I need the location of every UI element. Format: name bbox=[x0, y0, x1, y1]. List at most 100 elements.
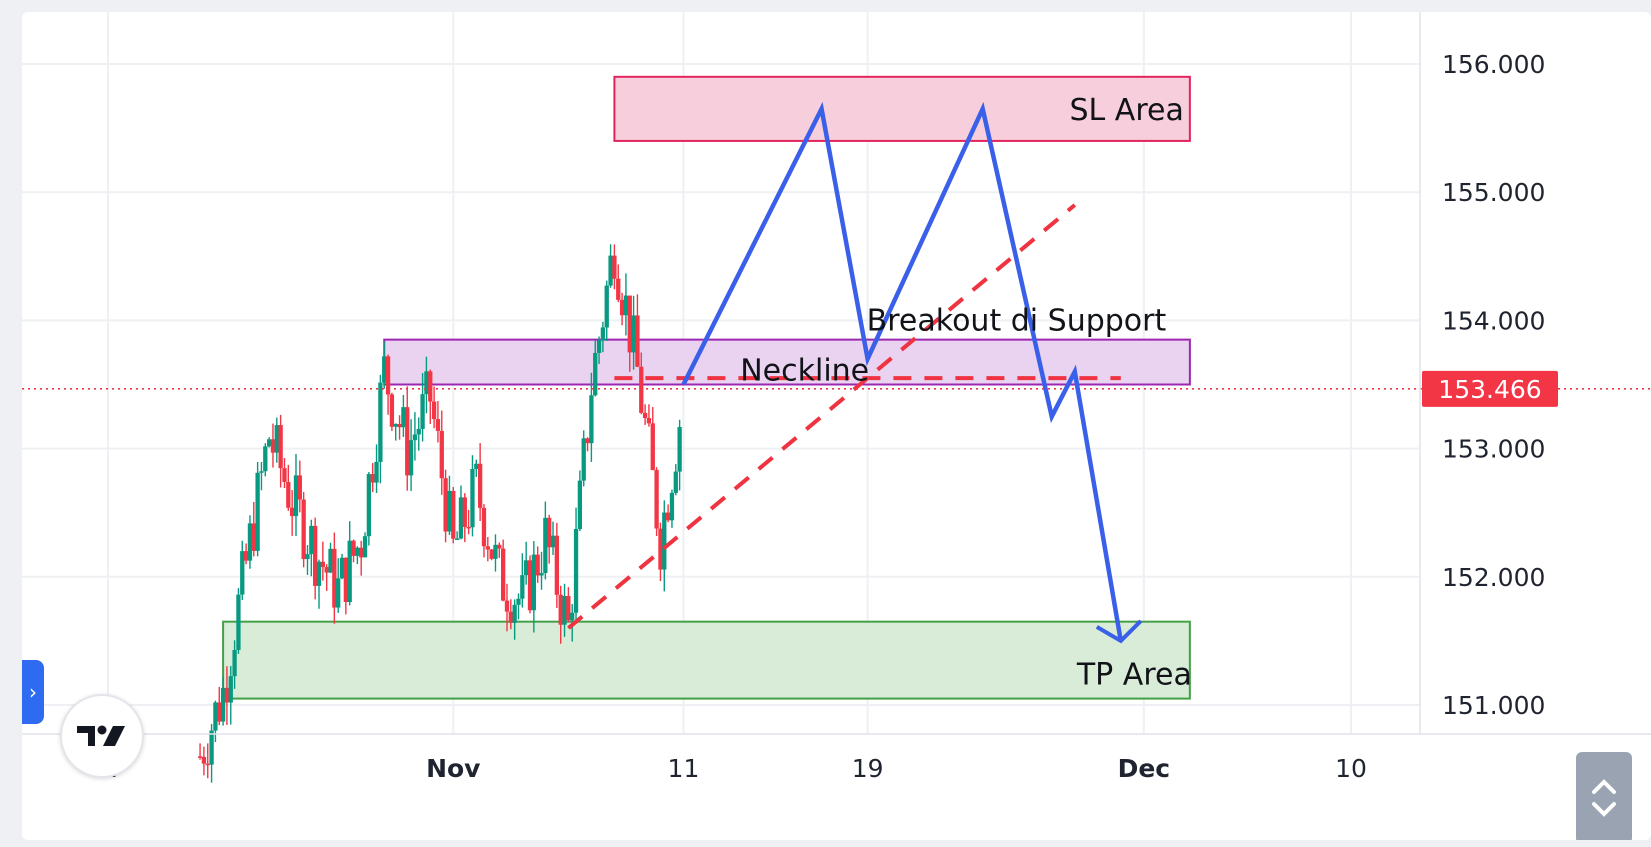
trendlines bbox=[22, 203, 1651, 630]
y-tick-label: 151.000 bbox=[1442, 691, 1545, 720]
y-tick-label: 152.000 bbox=[1442, 563, 1545, 592]
candle-body bbox=[451, 490, 456, 539]
candle-body bbox=[366, 474, 372, 537]
candle-body bbox=[197, 756, 203, 758]
candle-body bbox=[439, 430, 444, 479]
candle-body bbox=[547, 517, 552, 548]
chevron-right-icon: › bbox=[29, 680, 37, 704]
candle-body bbox=[554, 535, 560, 595]
candle-body bbox=[251, 523, 256, 551]
candle-body bbox=[443, 478, 448, 532]
candle-body bbox=[339, 557, 345, 579]
tradingview-logo-icon bbox=[77, 725, 125, 746]
tp-zone bbox=[222, 620, 1191, 700]
candle-body bbox=[481, 507, 487, 547]
last-price-label: 153.466 bbox=[1438, 375, 1541, 404]
candle-body bbox=[205, 763, 210, 766]
candle-body bbox=[635, 315, 640, 367]
candle-body bbox=[289, 507, 295, 517]
candle-body bbox=[228, 676, 233, 703]
candle-body bbox=[566, 595, 571, 621]
candle-body bbox=[382, 356, 387, 383]
candle-body bbox=[581, 438, 586, 481]
candle-body bbox=[278, 425, 283, 469]
side-panel-toggle-button[interactable]: › bbox=[22, 660, 44, 724]
candle-body bbox=[550, 535, 556, 548]
candle-body bbox=[593, 352, 598, 396]
projection-path bbox=[681, 101, 1124, 642]
candle-body bbox=[639, 366, 644, 413]
candle-body bbox=[213, 702, 218, 731]
zones bbox=[222, 75, 1191, 700]
candle-body bbox=[516, 598, 521, 605]
candle-body bbox=[616, 278, 621, 300]
candle-body bbox=[324, 567, 329, 573]
annotations: SL Area Neckline TP Area Breakout di Suppor… bbox=[740, 93, 1192, 693]
candle-body bbox=[270, 439, 276, 453]
candle-body bbox=[677, 426, 682, 472]
candle-body bbox=[662, 512, 667, 570]
candle-body bbox=[512, 604, 517, 623]
candle-body bbox=[313, 525, 318, 586]
candle-body bbox=[524, 560, 529, 576]
chart-svg[interactable]: SL Area Neckline TP Area Breakout di Suppor… bbox=[22, 12, 1651, 840]
candle-body bbox=[328, 548, 333, 573]
candle-body bbox=[408, 440, 414, 476]
breakout-annotation: Breakout di Support bbox=[867, 303, 1167, 338]
candle-body bbox=[389, 394, 395, 427]
candle-body bbox=[255, 472, 260, 551]
tradingview-logo[interactable] bbox=[60, 694, 144, 778]
x-tick-label: Nov bbox=[426, 754, 480, 783]
chart-panel[interactable]: SL Area Neckline TP Area Breakout di Suppor… bbox=[22, 12, 1651, 840]
candle-body bbox=[431, 401, 437, 420]
candle-body bbox=[654, 469, 659, 529]
candle-body bbox=[447, 490, 452, 532]
candle-body bbox=[370, 474, 375, 483]
rising-support-trendline bbox=[567, 203, 1077, 630]
candle-body bbox=[458, 497, 464, 539]
candle-body bbox=[573, 528, 579, 613]
candle-body bbox=[589, 395, 594, 444]
candle-body bbox=[240, 551, 245, 595]
candle-body bbox=[535, 554, 540, 576]
candle-body bbox=[332, 548, 337, 608]
candle-body bbox=[669, 492, 675, 521]
candle-body bbox=[209, 730, 214, 765]
candle-body bbox=[477, 463, 483, 508]
chevron-up-icon[interactable] bbox=[1589, 774, 1619, 798]
candle-body bbox=[263, 446, 268, 472]
candle-body bbox=[520, 575, 525, 599]
candle-body bbox=[236, 594, 241, 650]
projection bbox=[681, 101, 1143, 644]
scroll-control[interactable] bbox=[1576, 752, 1632, 840]
candle-body bbox=[224, 687, 230, 703]
candle-body bbox=[220, 687, 226, 722]
candle-body bbox=[359, 547, 364, 558]
candle-body bbox=[424, 371, 429, 395]
candle-body bbox=[435, 419, 441, 431]
chevron-down-icon[interactable] bbox=[1589, 798, 1619, 822]
candle-body bbox=[604, 285, 609, 328]
candle-body bbox=[527, 560, 533, 611]
y-tick-label: 153.000 bbox=[1442, 435, 1545, 464]
candle-body bbox=[309, 525, 314, 555]
x-tick-label: 19 bbox=[852, 754, 884, 783]
candle-body bbox=[470, 468, 475, 528]
candle-body bbox=[508, 611, 513, 623]
candle-body bbox=[474, 463, 479, 469]
x-tick-label: 11 bbox=[668, 754, 700, 783]
candle-body bbox=[362, 536, 368, 558]
candle-body bbox=[347, 540, 352, 603]
candle-body bbox=[259, 471, 264, 473]
candle-body bbox=[336, 578, 341, 608]
candle-body bbox=[297, 475, 302, 500]
candle-body bbox=[658, 528, 663, 570]
candle-body bbox=[608, 255, 613, 286]
candle-body bbox=[247, 523, 253, 561]
candle-body bbox=[355, 547, 360, 556]
candle-body bbox=[585, 438, 590, 444]
candle-body bbox=[293, 475, 299, 517]
candle-body bbox=[301, 499, 306, 560]
candle-body bbox=[497, 544, 502, 549]
sl-zone-label: SL Area bbox=[1070, 93, 1184, 128]
